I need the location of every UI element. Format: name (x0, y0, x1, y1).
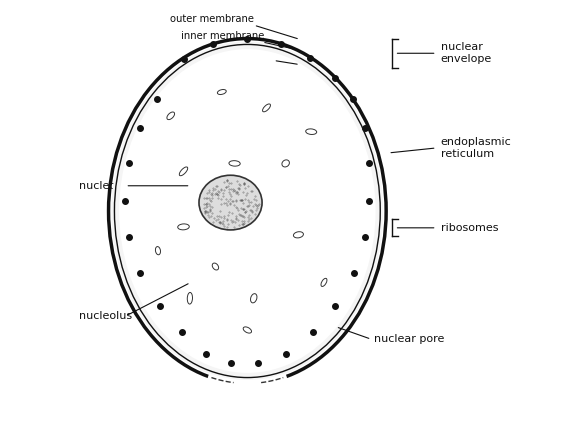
Text: nuclear
envelope: nuclear envelope (441, 43, 492, 64)
Text: ribosomes: ribosomes (441, 223, 498, 233)
Text: outer membrane: outer membrane (170, 14, 253, 24)
Text: nucleolus: nucleolus (79, 311, 132, 321)
Text: nuclear pore: nuclear pore (374, 334, 444, 344)
Text: inner membrane: inner membrane (181, 31, 264, 41)
Ellipse shape (119, 49, 375, 373)
Text: nucleoplasm: nucleoplasm (79, 181, 150, 191)
Text: perinuclear
space: perinuclear space (218, 60, 275, 81)
Text: endoplasmic
reticulum: endoplasmic reticulum (441, 137, 511, 159)
Ellipse shape (199, 175, 262, 230)
Ellipse shape (111, 41, 383, 381)
